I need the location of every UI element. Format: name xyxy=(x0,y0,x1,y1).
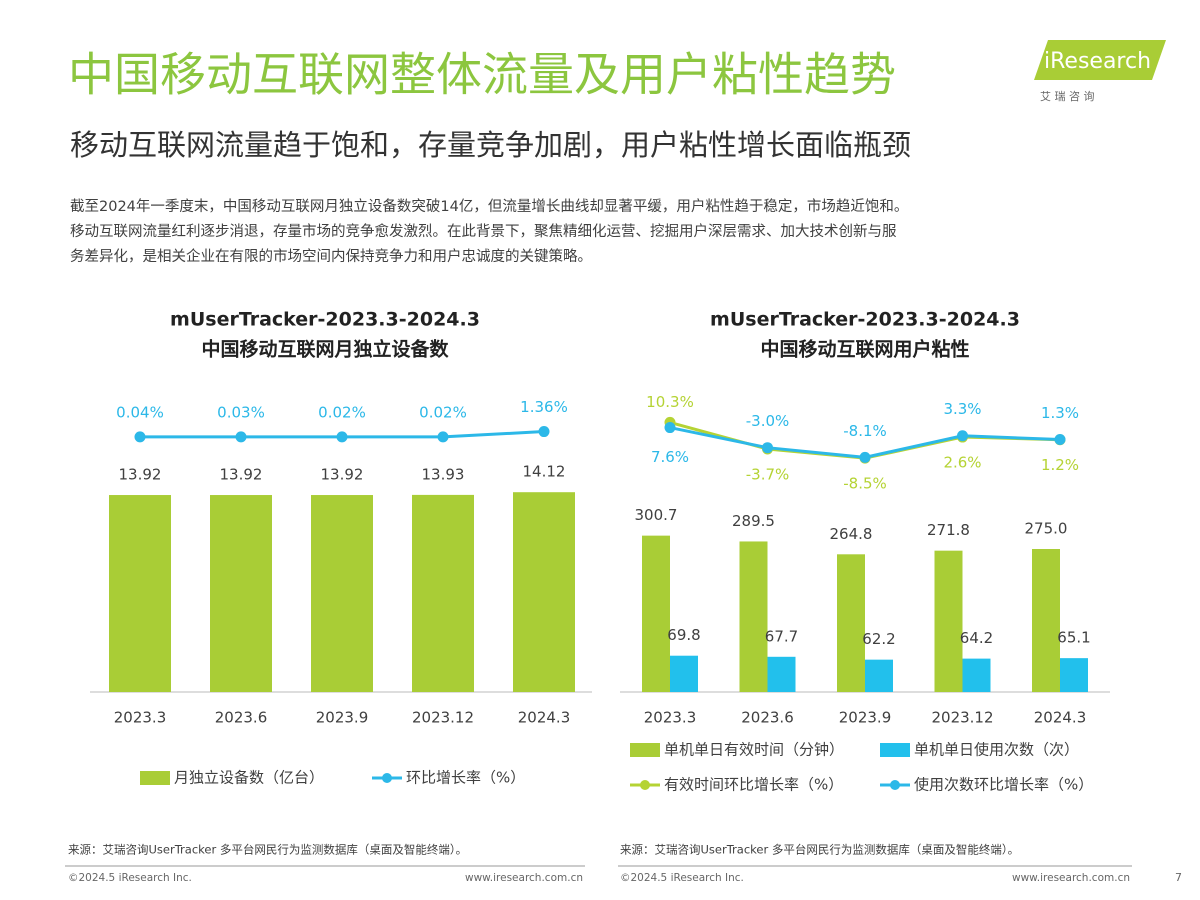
bar xyxy=(1032,549,1060,692)
value-label: 10.3% xyxy=(646,393,694,411)
legend-label: 单机单日有效时间（分钟） xyxy=(664,741,844,759)
value-label: 271.8 xyxy=(927,521,970,539)
value-label: 2.6% xyxy=(943,454,981,472)
x-tick-label: 2023.6 xyxy=(215,709,268,727)
point xyxy=(1054,434,1066,446)
intro-line: 移动互联网流量红利逐步消退，存量市场的竞争愈发激烈。在此背景下，聚焦精细化运营、… xyxy=(70,222,897,240)
point xyxy=(762,442,773,454)
bar xyxy=(311,495,373,692)
legend-label: 月独立设备数（亿台） xyxy=(174,769,324,787)
value-label: 264.8 xyxy=(830,525,873,543)
point xyxy=(437,431,449,443)
source: 来源：艾瑞咨询UserTracker 多平台网民行为监测数据库（桌面及智能终端）… xyxy=(620,843,1019,857)
value-label: 67.7 xyxy=(765,627,798,645)
bar xyxy=(934,550,963,692)
legend-label: 有效时间环比增长率（%） xyxy=(664,776,843,794)
x-tick-label: 2023.12 xyxy=(412,709,474,727)
value-label: 1.2% xyxy=(1041,456,1079,474)
intro-line: 务差异化，是相关企业在有限的市场空间内保持竞争力和用户忠诚度的关键策略。 xyxy=(70,247,592,265)
chart-subtitle: 中国移动互联网月独立设备数 xyxy=(201,338,449,361)
legend-swatch xyxy=(640,780,650,790)
logo: iResearch xyxy=(1044,49,1151,74)
legend-swatch xyxy=(890,780,900,790)
bar xyxy=(739,541,768,692)
value-label: 300.7 xyxy=(635,506,678,524)
value-label: 1.36% xyxy=(520,398,568,416)
value-label: 13.93 xyxy=(422,465,465,483)
intro-line: 截至2024年一季度末，中国移动互联网月独立设备数突破14亿，但流量增长曲线却显… xyxy=(70,198,908,215)
chart-title: mUserTracker-2023.3-2024.3 xyxy=(710,309,1020,331)
legend-label: 单机单日使用次数（次） xyxy=(914,741,1079,759)
legend-swatch xyxy=(880,743,910,757)
logo-bg xyxy=(1034,40,1166,80)
legend-label: 使用次数环比增长率（%） xyxy=(914,776,1093,794)
point xyxy=(134,431,146,443)
value-label: 3.3% xyxy=(943,400,981,418)
value-label: 1.3% xyxy=(1041,404,1079,422)
bar xyxy=(513,492,575,692)
point xyxy=(235,431,247,443)
point xyxy=(664,422,676,434)
value-label: 64.2 xyxy=(960,629,993,647)
value-label: 69.8 xyxy=(667,626,700,644)
bar xyxy=(642,535,670,692)
x-tick-label: 2023.9 xyxy=(316,709,369,727)
bar xyxy=(865,659,893,692)
url: www.iresearch.com.cn xyxy=(465,872,583,884)
bar xyxy=(767,656,796,692)
title: 中国移动互联网整体流量及用户粘性趋势 xyxy=(68,48,896,102)
chart-subtitle: 中国移动互联网用户粘性 xyxy=(760,338,969,361)
x-tick-label: 2024.3 xyxy=(1034,709,1087,727)
logo-sub: 艾 瑞 咨 询 xyxy=(1040,89,1095,103)
source: 来源：艾瑞咨询UserTracker 多平台网民行为监测数据库（桌面及智能终端）… xyxy=(68,843,467,857)
x-tick-label: 2024.3 xyxy=(518,709,571,727)
url: www.iresearch.com.cn xyxy=(1012,872,1130,884)
bar xyxy=(1060,658,1088,692)
bar xyxy=(962,658,991,692)
value-label: 13.92 xyxy=(119,466,162,484)
bar xyxy=(109,495,171,692)
bar xyxy=(670,655,698,692)
x-tick-label: 2023.3 xyxy=(114,709,167,727)
subtitle: 移动互联网流量趋于饱和，存量竞争加剧，用户粘性增长面临瓶颈 xyxy=(70,128,911,162)
x-tick-label: 2023.12 xyxy=(931,709,993,727)
x-tick-label: 2023.6 xyxy=(741,709,794,727)
point xyxy=(538,426,550,438)
legend-swatch xyxy=(382,773,392,783)
bar xyxy=(210,495,272,692)
value-label: -3.7% xyxy=(746,466,790,484)
value-label: 62.2 xyxy=(862,630,895,648)
bar xyxy=(412,494,474,692)
value-label: 0.02% xyxy=(419,403,467,421)
legend-label: 环比增长率（%） xyxy=(406,769,525,787)
point xyxy=(859,451,871,463)
value-label: 0.04% xyxy=(116,403,164,421)
x-tick-label: 2023.3 xyxy=(644,709,697,727)
copyright: ©2024.5 iResearch Inc. xyxy=(68,872,192,884)
copyright: ©2024.5 iResearch Inc. xyxy=(620,872,744,884)
value-label: -8.5% xyxy=(843,475,887,493)
bar xyxy=(837,554,865,692)
value-label: 7.6% xyxy=(651,448,689,466)
value-label: 0.03% xyxy=(217,403,265,421)
value-label: 0.02% xyxy=(318,403,366,421)
value-label: -3.0% xyxy=(746,412,790,430)
value-label: 65.1 xyxy=(1057,629,1090,647)
legend-swatch xyxy=(140,771,170,785)
x-tick-label: 2023.9 xyxy=(839,709,892,727)
chart-title: mUserTracker-2023.3-2024.3 xyxy=(170,309,480,331)
value-label: -8.1% xyxy=(843,422,887,440)
point xyxy=(957,430,968,442)
value-label: 13.92 xyxy=(220,466,263,484)
value-label: 289.5 xyxy=(732,512,775,530)
value-label: 13.92 xyxy=(321,466,364,484)
page-number: 7 xyxy=(1175,871,1182,884)
point xyxy=(336,431,348,443)
value-label: 275.0 xyxy=(1025,520,1068,538)
legend-swatch xyxy=(630,743,660,757)
value-label: 14.12 xyxy=(523,463,566,481)
